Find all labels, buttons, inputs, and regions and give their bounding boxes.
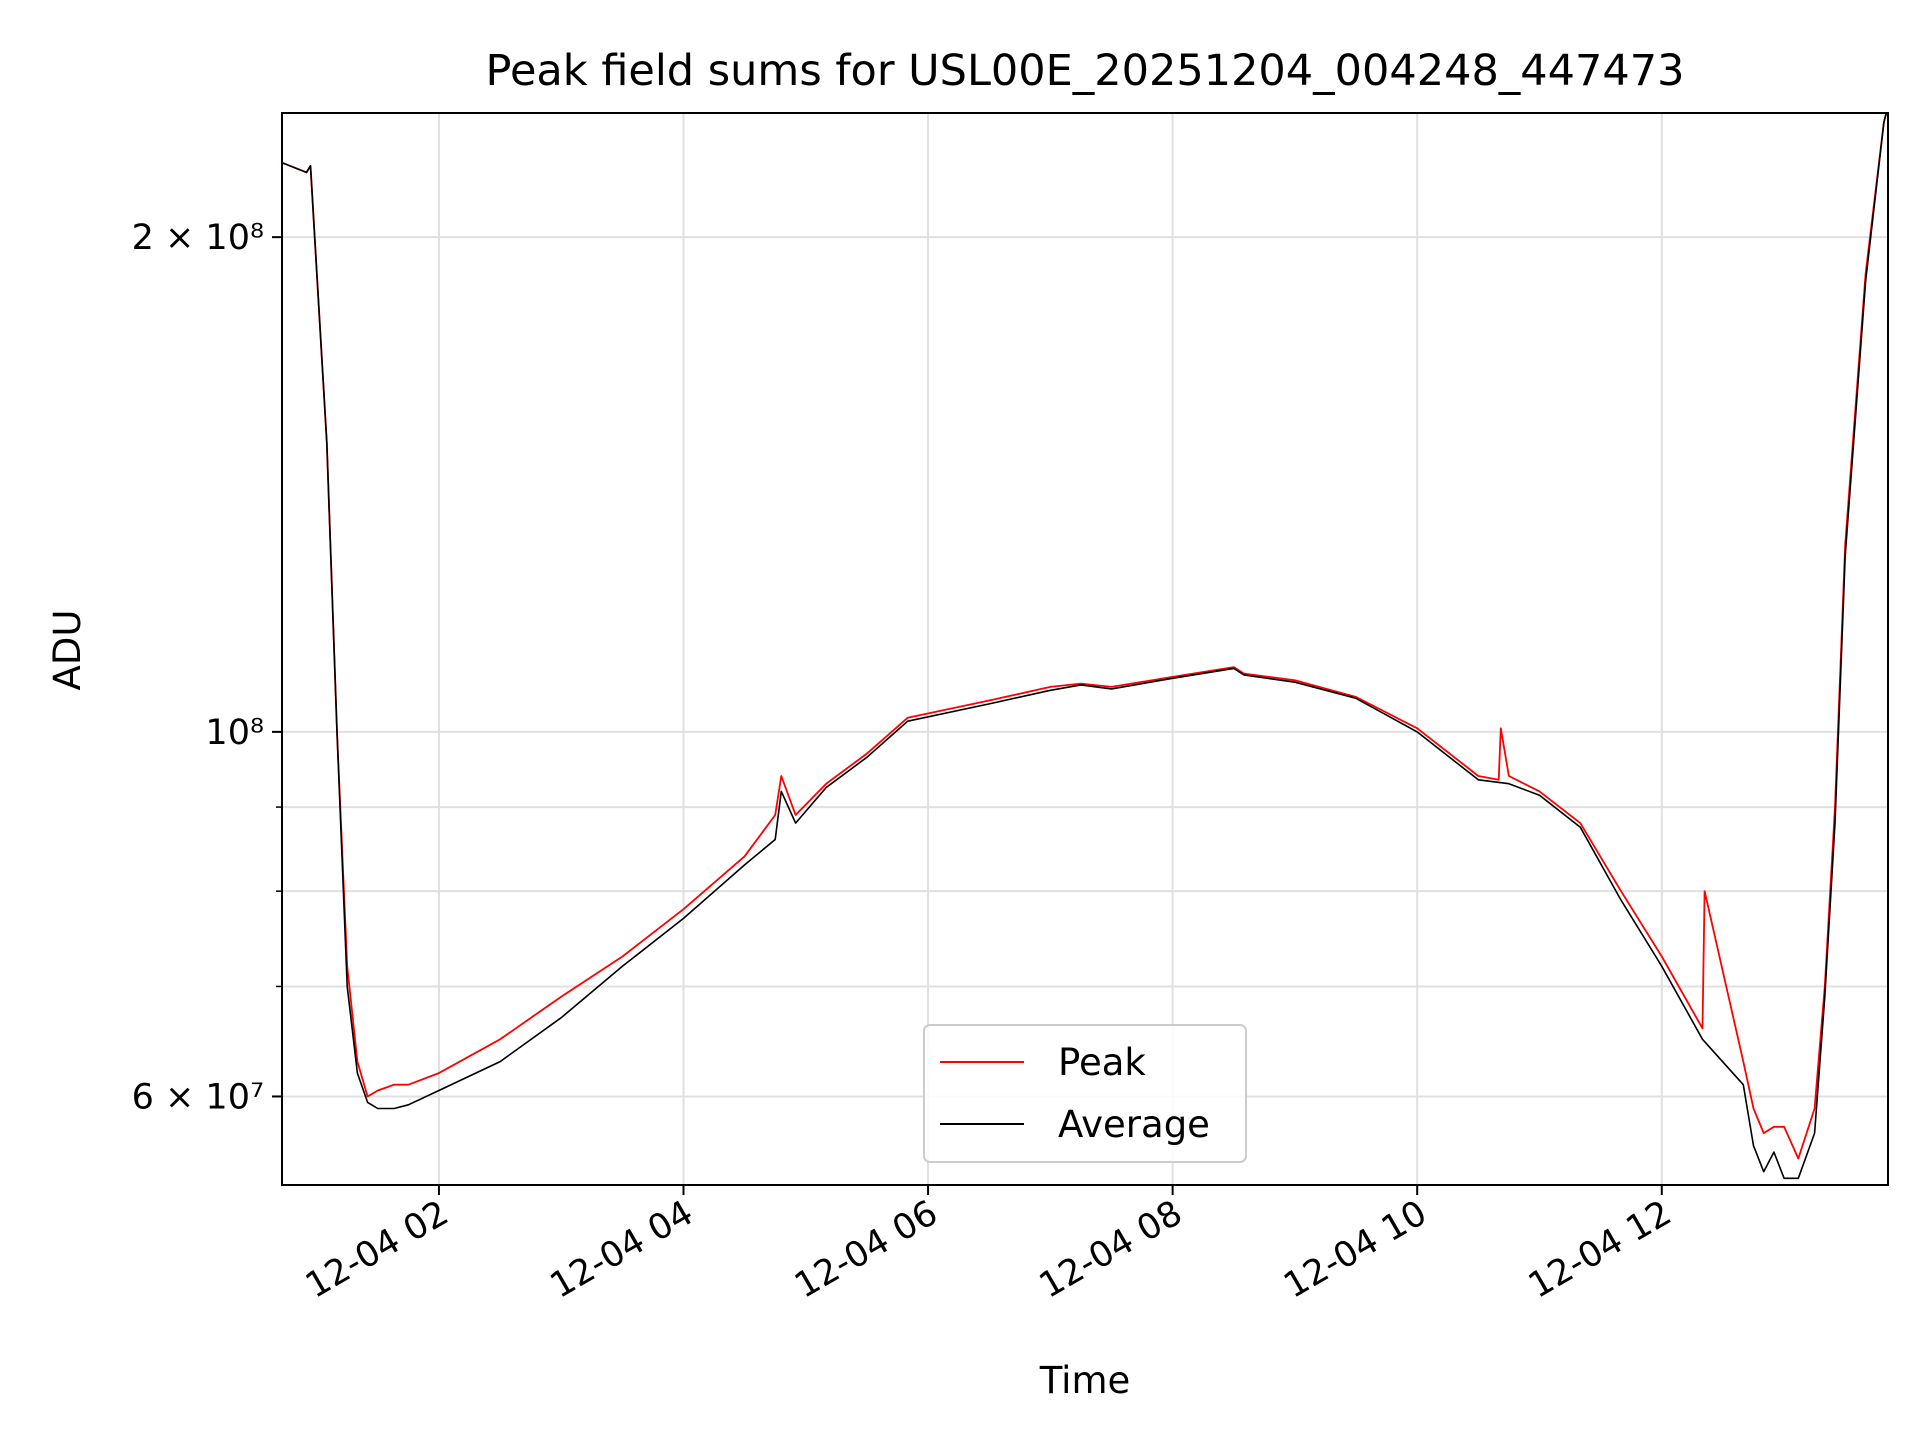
y-tick-label: 2 × 10⁸: [132, 218, 264, 258]
legend-box: [923, 1024, 1247, 1163]
y-axis-label: ADU: [46, 610, 89, 691]
chart-title: Peak field sums for USL00E_20251204_0042…: [486, 46, 1685, 96]
series-line-peak: [282, 113, 1888, 1160]
legend-peak-label: Peak: [1058, 1041, 1146, 1084]
legend-average-label: Average: [1058, 1103, 1210, 1146]
y-tick-label: 10⁸: [205, 713, 264, 753]
plot-area: [282, 113, 1888, 1180]
axes-frame: [281, 112, 1889, 1186]
x-axis-label: Time: [1039, 1359, 1131, 1402]
legend: Peak Average: [923, 1024, 1247, 1163]
series-line-average: [282, 113, 1888, 1180]
y-tick-label: 6 × 10⁷: [132, 1077, 264, 1117]
